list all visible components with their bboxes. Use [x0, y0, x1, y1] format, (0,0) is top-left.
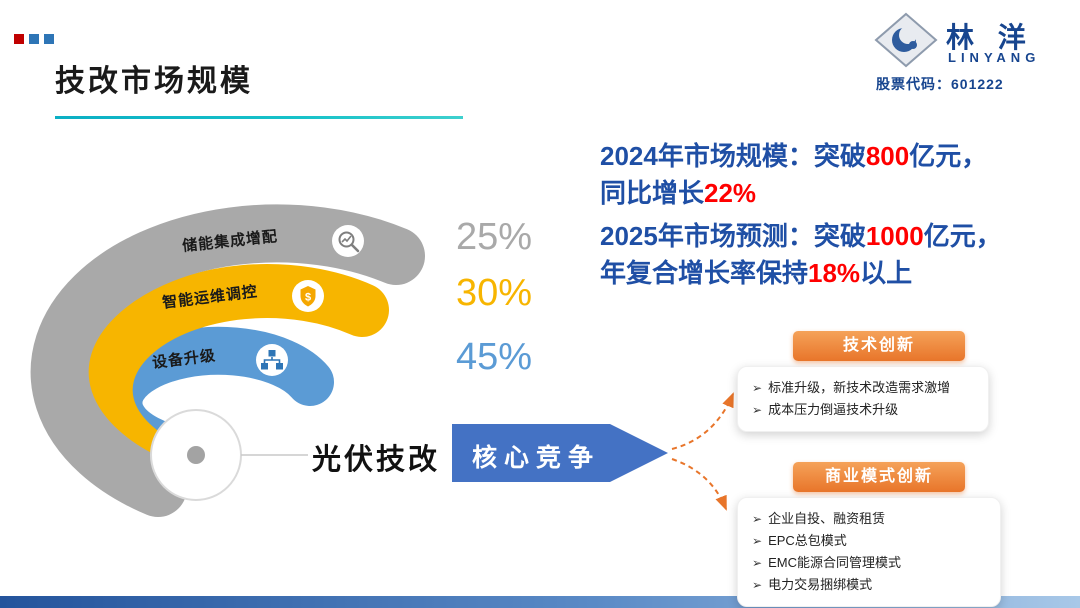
ring-value-equipment: 45% — [456, 336, 533, 378]
bullet-item: ➢ EMC能源合同管理模式 — [752, 552, 986, 574]
stat-highlight: 18% — [808, 258, 861, 288]
bullet-arrow-icon: ➢ — [752, 512, 763, 526]
bullet-item: ➢ 企业自投、融资租赁 — [752, 508, 986, 530]
core-arrow-label: 核心竞争 — [472, 444, 601, 472]
bullet-text: EMC能源合同管理模式 — [768, 555, 901, 570]
ring-value-storage: 25% — [456, 216, 533, 258]
bullet-text: EPC总包模式 — [768, 533, 847, 548]
deco-square-1 — [14, 34, 24, 44]
ring-band-storage — [30, 204, 425, 517]
shield-dollar-icon: $ — [292, 280, 324, 312]
stat-text: 2024年市场规模：突破 — [600, 141, 866, 171]
svg-text:$: $ — [305, 292, 311, 304]
panel-header-business-model: 商业模式创新 — [793, 462, 965, 492]
bullet-text: 成本压力倒逼技术升级 — [768, 402, 899, 417]
connector-arrow-top — [671, 392, 734, 450]
deco-squares — [14, 34, 54, 44]
bullet-item: ➢ EPC总包模式 — [752, 530, 986, 552]
stat-highlight: 22% — [704, 178, 757, 208]
bullet-arrow-icon: ➢ — [752, 556, 763, 570]
stat-text: 亿元， — [923, 221, 1002, 251]
stat-text: 亿元， — [909, 141, 988, 171]
ring-value-ops: 30% — [456, 272, 533, 314]
stat-text: 以上 — [860, 258, 913, 288]
deco-square-3 — [44, 34, 54, 44]
hub-dot — [187, 446, 205, 464]
bullet-text: 企业自投、融资租赁 — [768, 511, 886, 526]
bullet-text: 标准升级，新技术改造需求激增 — [768, 380, 951, 395]
org-chart-icon — [256, 344, 288, 376]
connector-arrow-bottom — [671, 458, 727, 511]
bullet-arrow-icon: ➢ — [752, 381, 763, 395]
logo-diamond-icon — [874, 12, 938, 68]
deco-square-2 — [29, 34, 39, 44]
page-title: 技改市场规模 — [55, 65, 253, 98]
logo-company-name: 林 洋 — [946, 22, 1034, 53]
stock-code: 股票代码：601222 — [876, 76, 1004, 92]
bullet-arrow-icon: ➢ — [752, 578, 763, 592]
stat-text: 2025年市场预测：突破 — [600, 221, 866, 251]
core-arrow-banner — [452, 424, 668, 482]
stat-highlight: 1000 — [865, 221, 924, 251]
stat-text: 年复合增长率保持 — [600, 258, 809, 288]
magnifier-trend-icon — [332, 225, 364, 257]
bullet-item: ➢ 电力交易捆绑模式 — [752, 574, 986, 596]
stat-2024: 2024年市场规模：突破800亿元， 同比增长22% — [600, 138, 1070, 212]
bullet-arrow-icon: ➢ — [752, 403, 763, 417]
title-underline — [55, 116, 463, 119]
logo-company-name-en: LINYANG — [948, 50, 1041, 65]
panel-box-tech-innovation: ➢ 标准升级，新技术改造需求激增 ➢ 成本压力倒逼技术升级 — [737, 366, 989, 432]
bullet-arrow-icon: ➢ — [752, 534, 763, 548]
bullet-item: ➢ 成本压力倒逼技术升级 — [752, 399, 974, 421]
stat-highlight: 800 — [865, 141, 910, 171]
bullet-text: 电力交易捆绑模式 — [768, 577, 873, 592]
logo: 林 洋 LINYANG 股票代码：601222 — [874, 10, 1074, 96]
hub-label: 光伏技改 — [312, 444, 441, 476]
stat-text: 同比增长 — [600, 178, 705, 208]
panel-box-business-model: ➢ 企业自投、融资租赁 ➢ EPC总包模式 ➢ EMC能源合同管理模式 ➢ 电力… — [737, 497, 1001, 607]
bullet-item: ➢ 标准升级，新技术改造需求激增 — [752, 377, 974, 399]
stat-2025: 2025年市场预测：突破1000亿元， 年复合增长率保持18%以上 — [600, 218, 1070, 292]
panel-header-tech-innovation: 技术创新 — [793, 331, 965, 361]
